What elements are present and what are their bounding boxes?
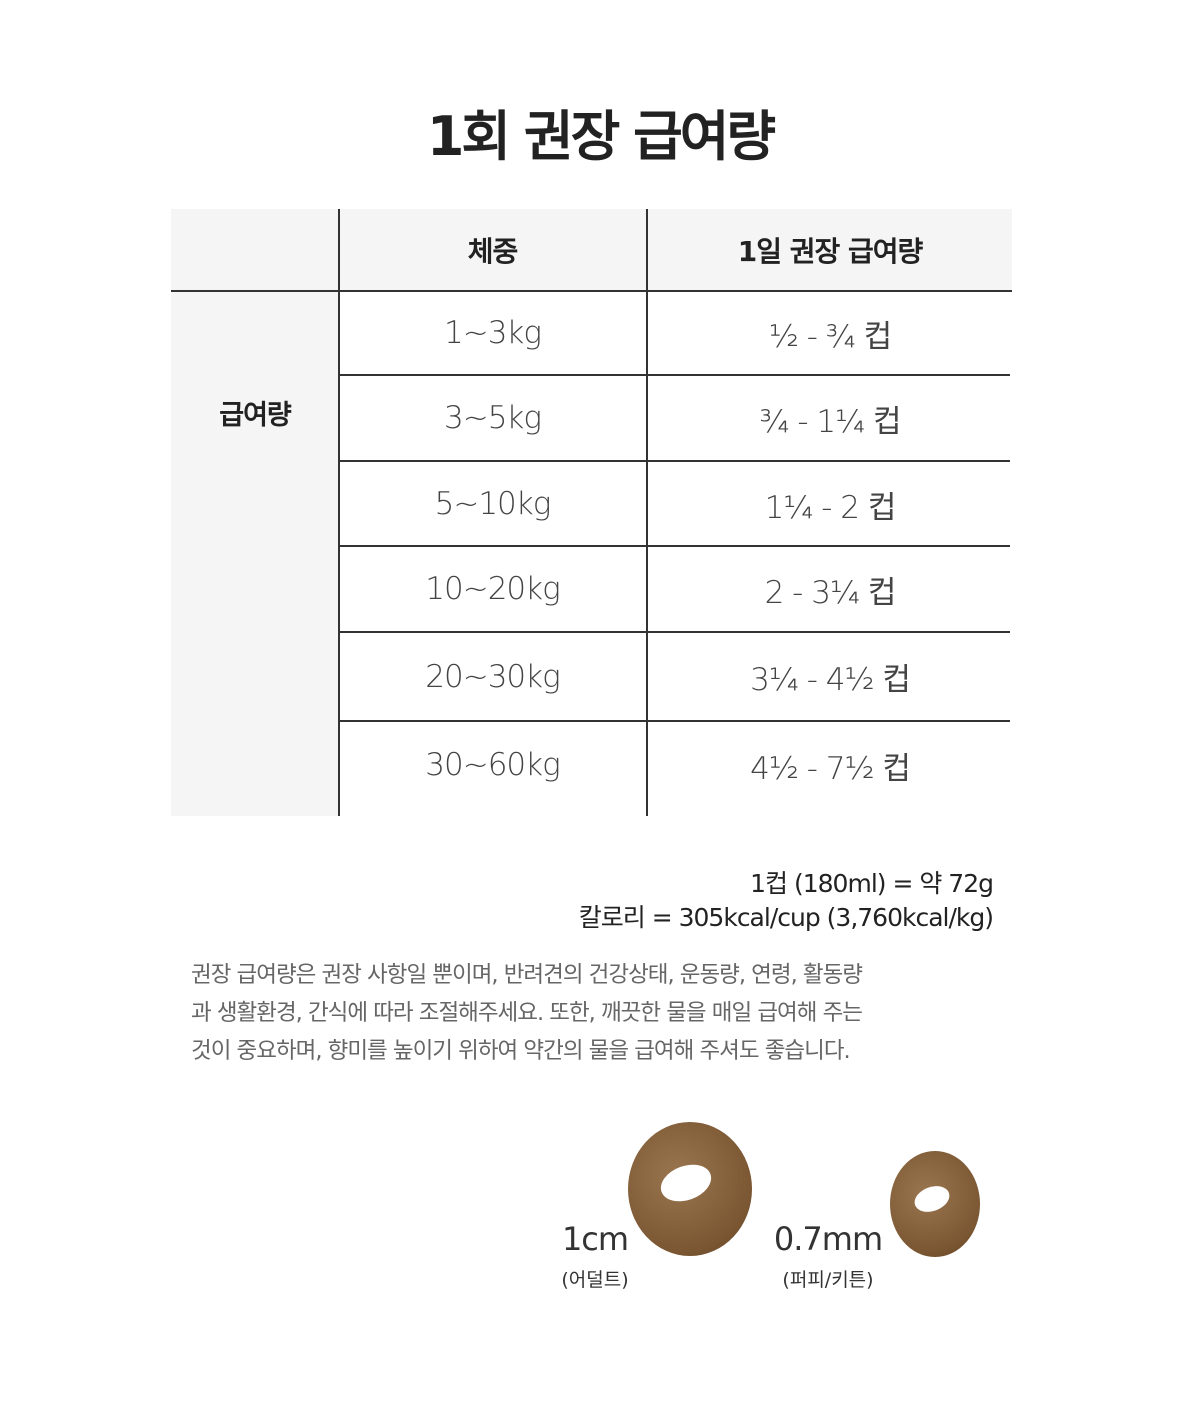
kibble-adult-label: (어덜트): [561, 1269, 629, 1291]
cup-note: 1컵 (180ml) = 약 72g: [750, 869, 994, 898]
divider: [338, 209, 340, 816]
calorie-note: 칼로리 = 305kcal/cup (3,760kcal/kg): [578, 903, 994, 932]
amount-cell: 3¼ - 4½ 컵: [750, 662, 911, 698]
weight-cell: 3~5kg: [444, 400, 542, 436]
amount-cell: ¾ - 1¼ 컵: [759, 403, 901, 440]
amount-cell: ½ - ¾ 컵: [768, 318, 892, 355]
divider: [339, 631, 1010, 633]
header-daily-amount: 1일 권장 급여량: [737, 235, 924, 268]
side-label: 급여량: [219, 399, 292, 431]
weight-cell: 30~60kg: [425, 747, 560, 783]
page-title: 1회 권장 급여량: [426, 105, 776, 168]
weight-cell: 10~20kg: [425, 571, 560, 607]
divider: [646, 209, 648, 816]
feeding-table: 체중 1일 권장 급여량 급여량 1~3kg ½ - ¾ 컵 3~5kg ¾ -…: [171, 209, 1012, 816]
divider: [339, 545, 1010, 547]
kibble-adult-image: [628, 1122, 752, 1256]
guidance-line: 것이 중요하며, 향미를 높이기 위하여 약간의 물을 급여해 주셔도 좋습니다…: [191, 1038, 851, 1064]
amount-cell: 4½ - 7½ 컵: [750, 750, 911, 787]
amount-cell: 2 - 3¼ 컵: [764, 574, 897, 611]
header-weight: 체중: [467, 235, 519, 268]
divider: [339, 720, 1010, 722]
kibble-adult-size: 1cm: [561, 1220, 629, 1258]
amount-cell: 1¼ - 2 컵: [764, 489, 897, 526]
feeding-guidance: 권장 급여량은 권장 사항일 뿐이며, 반려견의 건강상태, 운동량, 연령, …: [191, 956, 1021, 1070]
guidance-line: 과 생활환경, 간식에 따라 조절해주세요. 또한, 깨끗한 물을 매일 급여해…: [191, 1000, 863, 1026]
guidance-line: 권장 급여량은 권장 사항일 뿐이며, 반려견의 건강상태, 운동량, 연령, …: [191, 962, 863, 988]
kibble-puppy-image: [890, 1151, 980, 1257]
divider: [339, 460, 1010, 462]
weight-cell: 5~10kg: [434, 486, 552, 522]
table-side-bg: [171, 291, 339, 816]
divider: [339, 374, 1010, 376]
divider: [171, 290, 1012, 292]
kibble-puppy-label: (퍼피/키튼): [782, 1269, 874, 1291]
weight-cell: 1~3kg: [444, 315, 542, 351]
weight-cell: 20~30kg: [425, 658, 560, 695]
table-header-bg: [171, 209, 1012, 291]
kibble-puppy-size: 0.7mm: [773, 1220, 883, 1258]
